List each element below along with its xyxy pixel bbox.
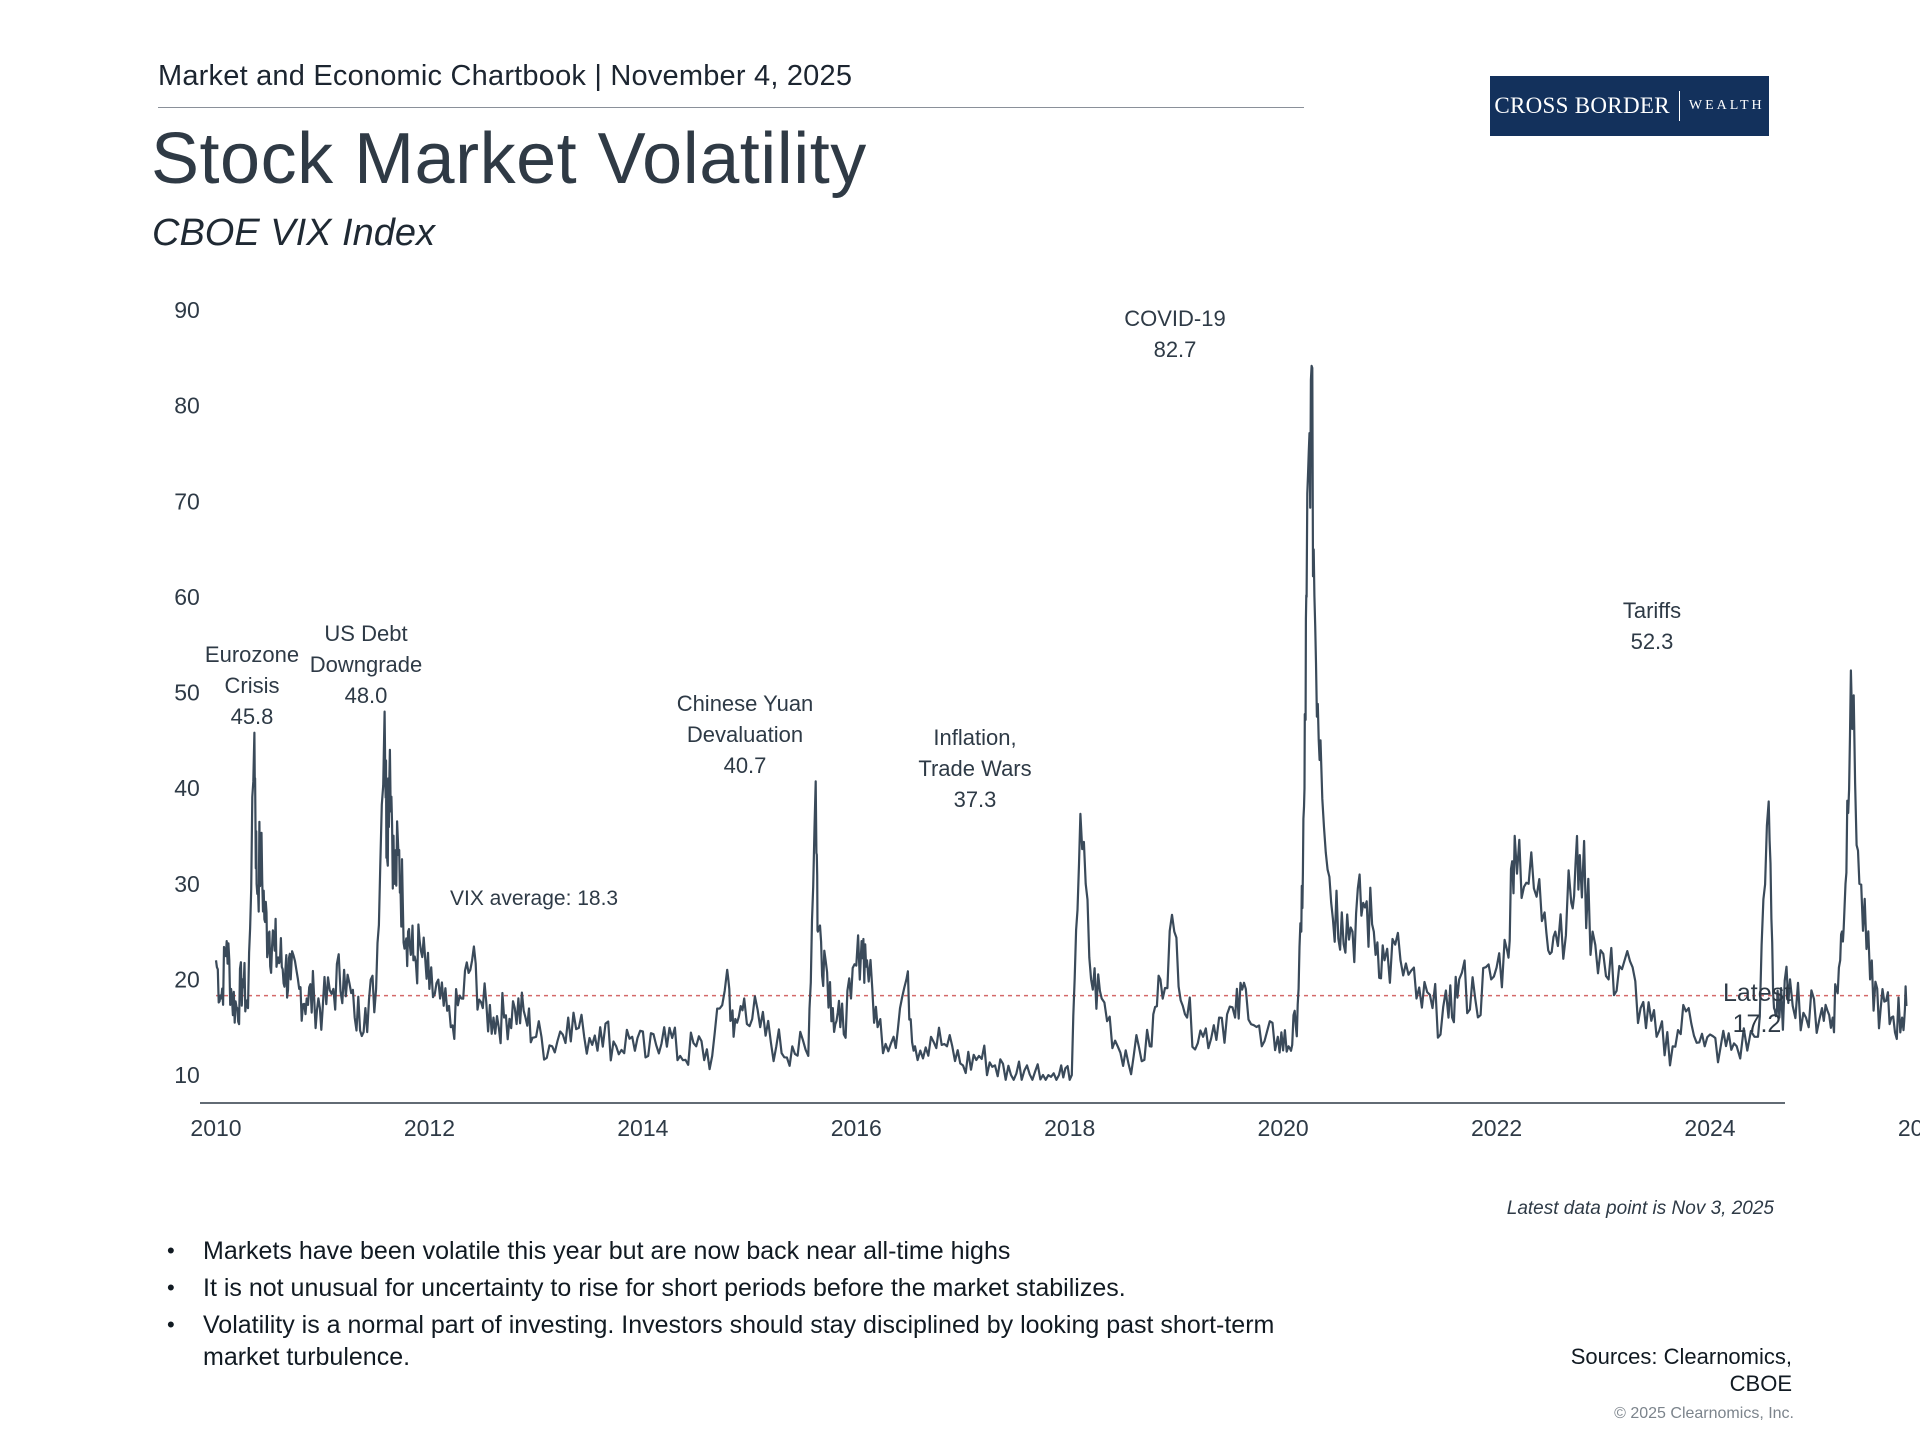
header-divider: [158, 107, 1304, 108]
annotation-tariffs: 52.3: [1631, 629, 1674, 654]
annotation-tariffs: Tariffs: [1623, 598, 1681, 623]
annotation-usdebt: 48.0: [345, 683, 388, 708]
bullet-text: Markets have been volatile this year but…: [203, 1237, 1011, 1265]
vix-series-line: [214, 364, 1908, 1081]
y-tick-label: 50: [174, 680, 200, 706]
page-subtitle: CBOE VIX Index: [152, 212, 436, 254]
x-tick-label: 2020: [1258, 1115, 1309, 1141]
brand-logo: CROSS BORDER WEALTH: [1490, 76, 1769, 136]
bullet-text: It is not unusual for uncertainty to ris…: [203, 1274, 1126, 1302]
annotation-latest: Latest: [1723, 979, 1791, 1007]
sources-line: CBOE: [1729, 1371, 1792, 1396]
bullet-item: • Volatility is a normal part of investin…: [165, 1309, 1315, 1373]
annotation-eurozone: Crisis: [225, 673, 280, 698]
x-tick-label: 2010: [190, 1115, 241, 1141]
y-tick-label: 70: [174, 488, 200, 514]
chart-footnote: Latest data point is Nov 3, 2025: [1506, 1198, 1774, 1219]
bullet-dot: •: [167, 1275, 175, 1300]
y-tick-label: 30: [174, 871, 200, 897]
annotation-covid: COVID-19: [1124, 306, 1225, 331]
annotation-usdebt: US Debt: [324, 621, 407, 646]
annotation-yuan: Chinese Yuan: [677, 691, 814, 716]
annotation-covid: 82.7: [1154, 337, 1197, 362]
y-tick-label: 10: [174, 1062, 200, 1088]
y-tick-label: 20: [174, 966, 200, 992]
sources-line: Sources: Clearnomics,: [1570, 1344, 1792, 1369]
annotation-usdebt: Downgrade: [310, 652, 423, 677]
annotation-eurozone: Eurozone: [205, 642, 299, 667]
annotation-yuan: 40.7: [724, 753, 767, 778]
logo-secondary-text: WEALTH: [1688, 98, 1765, 113]
y-tick-label: 80: [174, 393, 200, 419]
annotation-eurozone: 45.8: [231, 704, 274, 729]
x-tick-label: 2016: [831, 1115, 882, 1141]
x-tick-label: 2022: [1471, 1115, 1522, 1141]
y-tick-label: 60: [174, 584, 200, 610]
y-tick-label: 40: [174, 775, 200, 801]
key-points-list: • Markets have been volatile this year bu…: [165, 1235, 1315, 1378]
annotation-latest: 17.2: [1733, 1010, 1782, 1038]
x-tick-label: 2024: [1684, 1115, 1735, 1141]
annotation-inflation: 37.3: [954, 787, 997, 812]
logo-divider: [1678, 91, 1680, 121]
bullet-text: Volatility is a normal part of investing…: [203, 1311, 1275, 1371]
copyright-note: © 2025 Clearnomics, Inc.: [1614, 1405, 1794, 1422]
bullet-item: • It is not unusual for uncertainty to ri…: [165, 1272, 1315, 1304]
annotation-inflation: Inflation,: [933, 725, 1016, 750]
y-tick-label: 90: [174, 297, 200, 323]
annotation-inflation: Trade Wars: [918, 756, 1031, 781]
bullet-dot: •: [167, 1312, 175, 1337]
chartbook-header: Market and Economic Chartbook | November…: [158, 60, 853, 92]
x-tick-label: 2018: [1044, 1115, 1095, 1141]
x-tick-label: 2012: [404, 1115, 455, 1141]
bullet-item: • Markets have been volatile this year bu…: [165, 1235, 1315, 1267]
x-tick-label: 2026: [1898, 1115, 1920, 1141]
average-line-label: VIX average: 18.3: [450, 887, 618, 910]
x-tick-label: 2014: [617, 1115, 668, 1141]
sources-note: Sources: Clearnomics, CBOE: [1492, 1343, 1792, 1397]
logo-primary-text: CROSS BORDER: [1494, 93, 1670, 118]
annotation-yuan: Devaluation: [687, 722, 803, 747]
bullet-dot: •: [167, 1238, 175, 1263]
page-title: Stock Market Volatility: [151, 119, 867, 199]
